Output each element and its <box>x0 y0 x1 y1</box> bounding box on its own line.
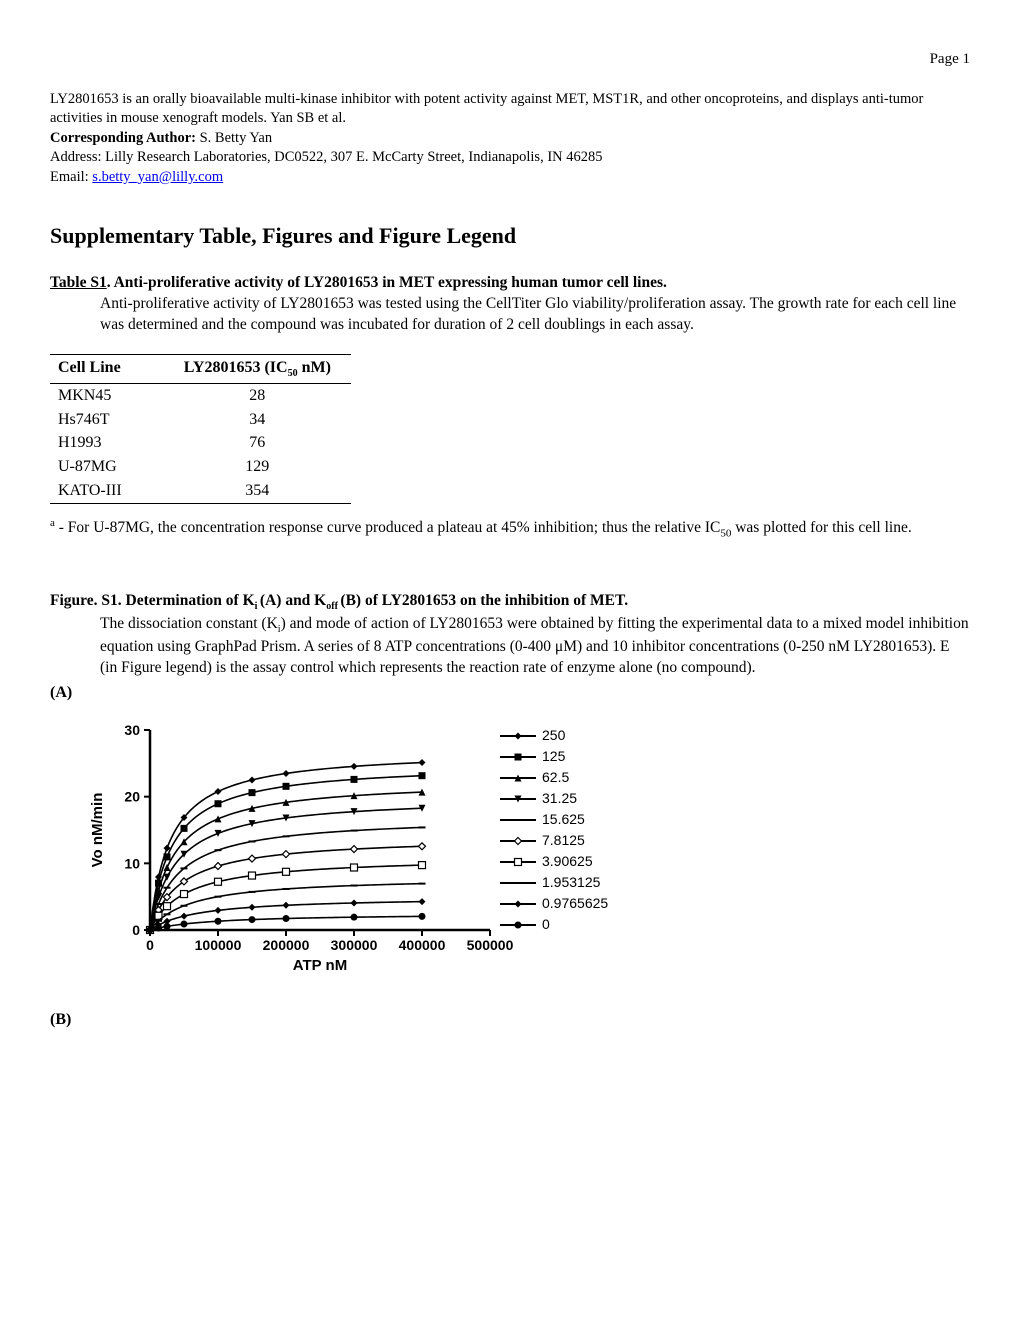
figure-label-prefix: Figure. S1. Determination of K <box>50 592 255 609</box>
table-row: MKN4528 <box>50 383 351 407</box>
email-link[interactable]: s.betty_yan@lilly.com <box>92 169 223 185</box>
footnote-text2: was plotted for this cell line. <box>731 519 911 536</box>
table-label: Table S1 <box>50 274 107 291</box>
page-number: Page 1 <box>50 50 970 70</box>
table-header-cell-line: Cell Line <box>50 354 134 383</box>
cell: 129 <box>134 455 351 479</box>
svg-text:0: 0 <box>132 922 140 938</box>
table-row: U-87MG129 <box>50 455 351 479</box>
cell: 28 <box>134 383 351 407</box>
table-row: KATO-III354 <box>50 479 351 503</box>
legend-label: 15.625 <box>542 809 585 830</box>
corresponding-author: Corresponding Author: S. Betty Yan <box>50 129 970 149</box>
legend-item: 0.9765625 <box>500 893 608 914</box>
svg-text:30: 30 <box>124 722 140 738</box>
ic50-prefix: LY2801653 (IC <box>184 359 288 376</box>
cell: U-87MG <box>50 455 134 479</box>
paper-title: LY2801653 is an orally bioavailable mult… <box>50 90 970 129</box>
panel-b-label: (B) <box>50 1010 970 1031</box>
figure-body1: The dissociation constant (K <box>100 615 278 632</box>
legend-label: 250 <box>542 725 565 746</box>
table-row: H199376 <box>50 431 351 455</box>
svg-text:500000: 500000 <box>467 937 514 953</box>
legend-item: 125 <box>500 746 608 767</box>
header-block: LY2801653 is an orally bioavailable mult… <box>50 90 970 188</box>
legend-label: 62.5 <box>542 767 569 788</box>
table-row: Hs746T34 <box>50 408 351 432</box>
svg-text:Vo nM/min: Vo nM/min <box>89 793 106 868</box>
email-label: Email: <box>50 169 92 185</box>
legend-item: 31.25 <box>500 788 608 809</box>
panel-a-label: (A) <box>50 683 970 704</box>
figure-label-mid2: (B) of LY2801653 on the inhibition of ME… <box>340 592 628 609</box>
figure-caption: Figure. S1. Determination of Ki (A) and … <box>50 591 970 678</box>
ic50-sub: 50 <box>288 368 298 379</box>
svg-text:0: 0 <box>146 937 154 953</box>
legend-item: 250 <box>500 725 608 746</box>
table-caption-body: Anti-proliferative activity of LY2801653… <box>50 294 970 336</box>
legend-item: 0 <box>500 914 608 935</box>
cell: 354 <box>134 479 351 503</box>
legend-label: 31.25 <box>542 788 577 809</box>
corresponding-label: Corresponding Author: <box>50 130 196 146</box>
footnote-sub: 50 <box>720 527 731 539</box>
svg-text:200000: 200000 <box>263 937 310 953</box>
koff-sub: off <box>326 602 340 613</box>
main-title: Supplementary Table, Figures and Figure … <box>50 222 970 251</box>
figure-body: The dissociation constant (Ki) and mode … <box>50 614 970 678</box>
email-line: Email: s.betty_yan@lilly.com <box>50 168 970 188</box>
svg-text:400000: 400000 <box>399 937 446 953</box>
legend-label: 125 <box>542 746 565 767</box>
legend-label: 1.953125 <box>542 872 600 893</box>
legend-item: 62.5 <box>500 767 608 788</box>
table-footnote: a - For U-87MG, the concentration respon… <box>50 516 970 542</box>
cell: Hs746T <box>50 408 134 432</box>
cell: 76 <box>134 431 351 455</box>
legend-item: 7.8125 <box>500 830 608 851</box>
svg-text:10: 10 <box>124 856 140 872</box>
cell: MKN45 <box>50 383 134 407</box>
figure-label-mid1: (A) and K <box>260 592 326 609</box>
footnote-text1: - For U-87MG, the concentration response… <box>55 519 720 536</box>
table-body: MKN4528 Hs746T34 H199376 U-87MG129 KATO-… <box>50 383 351 503</box>
svg-text:300000: 300000 <box>331 937 378 953</box>
legend-label: 0 <box>542 914 550 935</box>
chart-container: 0 10 20 30 0 100000 200000 300000 400000 500000 Vo… <box>70 715 970 975</box>
cell: 34 <box>134 408 351 432</box>
svg-text:20: 20 <box>124 789 140 805</box>
legend-item: 3.90625 <box>500 851 608 872</box>
table-caption: Table S1. Anti-proliferative activity of… <box>50 273 970 336</box>
legend-label: 7.8125 <box>542 830 585 851</box>
legend-item: 15.625 <box>500 809 608 830</box>
legend-label: 0.9765625 <box>542 893 608 914</box>
corresponding-name: S. Betty Yan <box>196 130 272 146</box>
cell: H1993 <box>50 431 134 455</box>
svg-text:ATP nM: ATP nM <box>293 957 347 974</box>
table-caption-bold: . Anti-proliferative activity of LY28016… <box>107 274 667 291</box>
table-s1: Cell Line LY2801653 (IC50 nM) MKN4528 Hs… <box>50 354 351 504</box>
legend-label: 3.90625 <box>542 851 593 872</box>
legend-item: 1.953125 <box>500 872 608 893</box>
table-header-ic50: LY2801653 (IC50 nM) <box>134 354 351 383</box>
cell: KATO-III <box>50 479 134 503</box>
chart-legend: 25012562.531.2515.6257.81253.906251.9531… <box>500 725 608 935</box>
ic50-suffix: nM) <box>298 359 331 376</box>
svg-text:100000: 100000 <box>195 937 242 953</box>
address-line: Address: Lilly Research Laboratories, DC… <box>50 148 970 168</box>
